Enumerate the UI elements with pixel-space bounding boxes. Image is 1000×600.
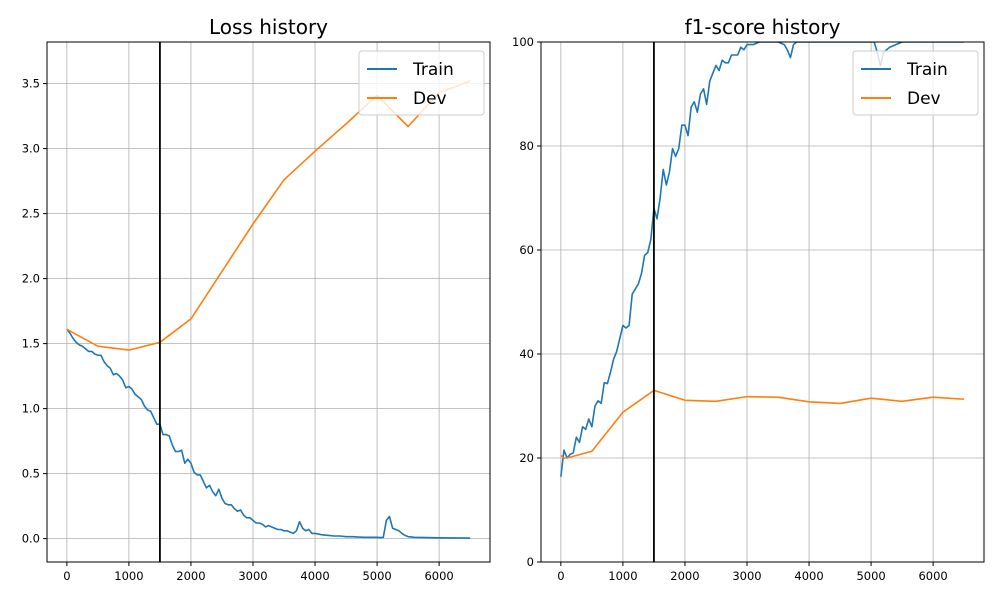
y-tick-label: 1.5 <box>22 337 40 351</box>
legend-label-dev: Dev <box>413 89 447 109</box>
legend-label-dev: Dev <box>907 89 941 109</box>
y-tick-label: 2.0 <box>22 272 40 286</box>
legend: Train Dev <box>852 50 979 116</box>
y-tick-label: 100 <box>512 35 534 49</box>
series-line-dev <box>560 389 965 459</box>
x-tick-label: 1000 <box>608 569 637 583</box>
y-tick-label: 20 <box>519 451 534 465</box>
x-tick-label: 4000 <box>794 569 823 583</box>
series-line-dev <box>66 80 471 351</box>
chart-title: f1-score history <box>685 15 841 39</box>
x-tick-label: 3000 <box>238 569 267 583</box>
x-tick-label: 5000 <box>362 569 391 583</box>
chart-panel-1: 0 1000 2000 3000 4000 5000 6000 0 20 40 60 80 100 f1-… <box>512 15 985 583</box>
x-tick-label: 0 <box>557 569 564 583</box>
x-tick-label: 1000 <box>114 569 143 583</box>
x-tick-label: 6000 <box>918 569 947 583</box>
series-line-train <box>560 42 965 477</box>
legend-label-train: Train <box>906 60 948 80</box>
x-tick-label: 4000 <box>300 569 329 583</box>
x-tick-label: 0 <box>63 569 70 583</box>
y-tick-label: 3.5 <box>22 77 40 91</box>
axes-frame <box>46 41 491 563</box>
legend-label-train: Train <box>412 60 454 80</box>
series-line-train <box>66 328 471 539</box>
y-tick-label: 60 <box>519 243 534 257</box>
x-tick-label: 2000 <box>670 569 699 583</box>
y-tick-label: 0.0 <box>22 532 40 546</box>
x-tick-label: 2000 <box>176 569 205 583</box>
y-tick-label: 80 <box>519 139 534 153</box>
y-tick-label: 3.0 <box>22 142 40 156</box>
y-tick-label: 0.5 <box>22 467 40 481</box>
x-tick-label: 6000 <box>424 569 453 583</box>
chart-title: Loss history <box>209 15 328 39</box>
y-tick-label: 2.5 <box>22 207 40 221</box>
axes-frame <box>540 41 985 563</box>
legend: Train Dev <box>358 50 485 116</box>
y-tick-label: 1.0 <box>22 402 40 416</box>
y-tick-label: 0 <box>527 555 534 569</box>
x-tick-label: 3000 <box>732 569 761 583</box>
x-tick-label: 5000 <box>856 569 885 583</box>
y-tick-label: 40 <box>519 347 534 361</box>
chart-panel-0: 0 1000 2000 3000 4000 5000 6000 0.0 0.5 1.0 1.5 2.0… <box>22 15 491 583</box>
